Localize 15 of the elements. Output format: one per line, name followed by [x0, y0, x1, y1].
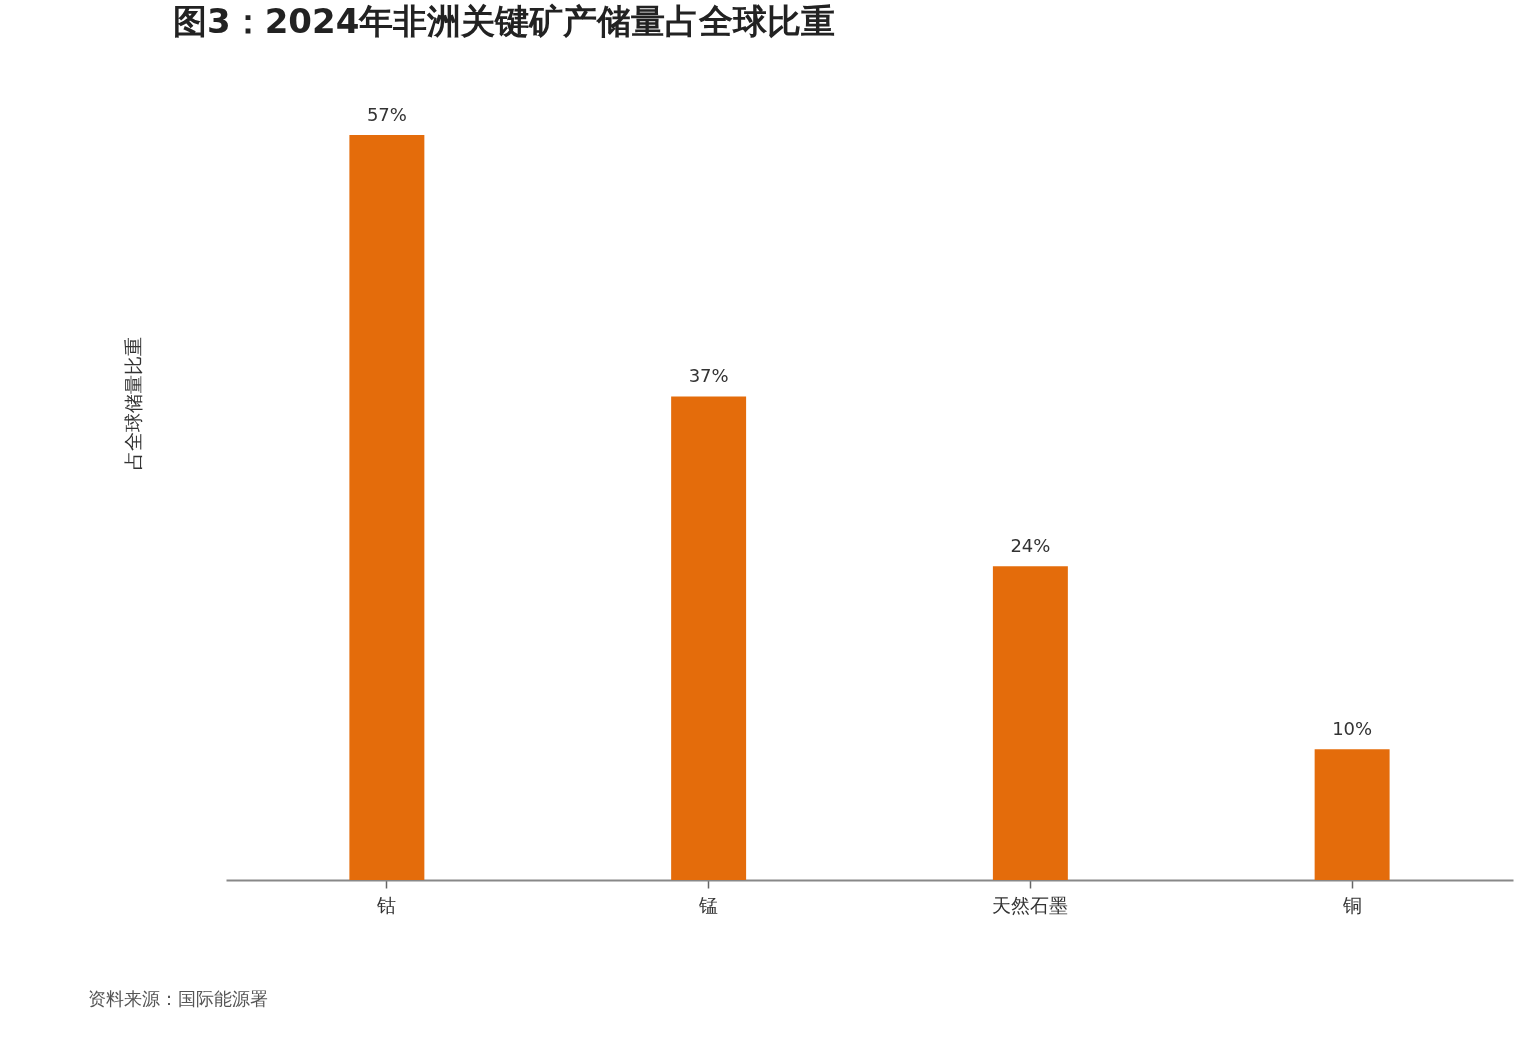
x-tick-label: 天然石墨 — [992, 893, 1069, 916]
bar — [1314, 749, 1390, 880]
x-tick-label: 锰 — [698, 893, 719, 916]
chart-title: 图3：2024年非洲关键矿产储量占全球比重 — [173, 0, 836, 42]
y-axis-title: 占全球储量比重 — [121, 337, 144, 470]
x-tick-label: 钴 — [376, 893, 397, 916]
x-tick-label: 铜 — [1341, 893, 1362, 916]
data-label: 57% — [366, 104, 407, 125]
text: 资料来源：国际能源署 — [88, 987, 268, 1011]
bar — [349, 135, 425, 880]
data-label: 24% — [1010, 535, 1051, 557]
bar — [992, 566, 1068, 880]
data-label: 10% — [1332, 718, 1373, 740]
data-label: 37% — [688, 365, 729, 387]
bar — [671, 396, 747, 880]
